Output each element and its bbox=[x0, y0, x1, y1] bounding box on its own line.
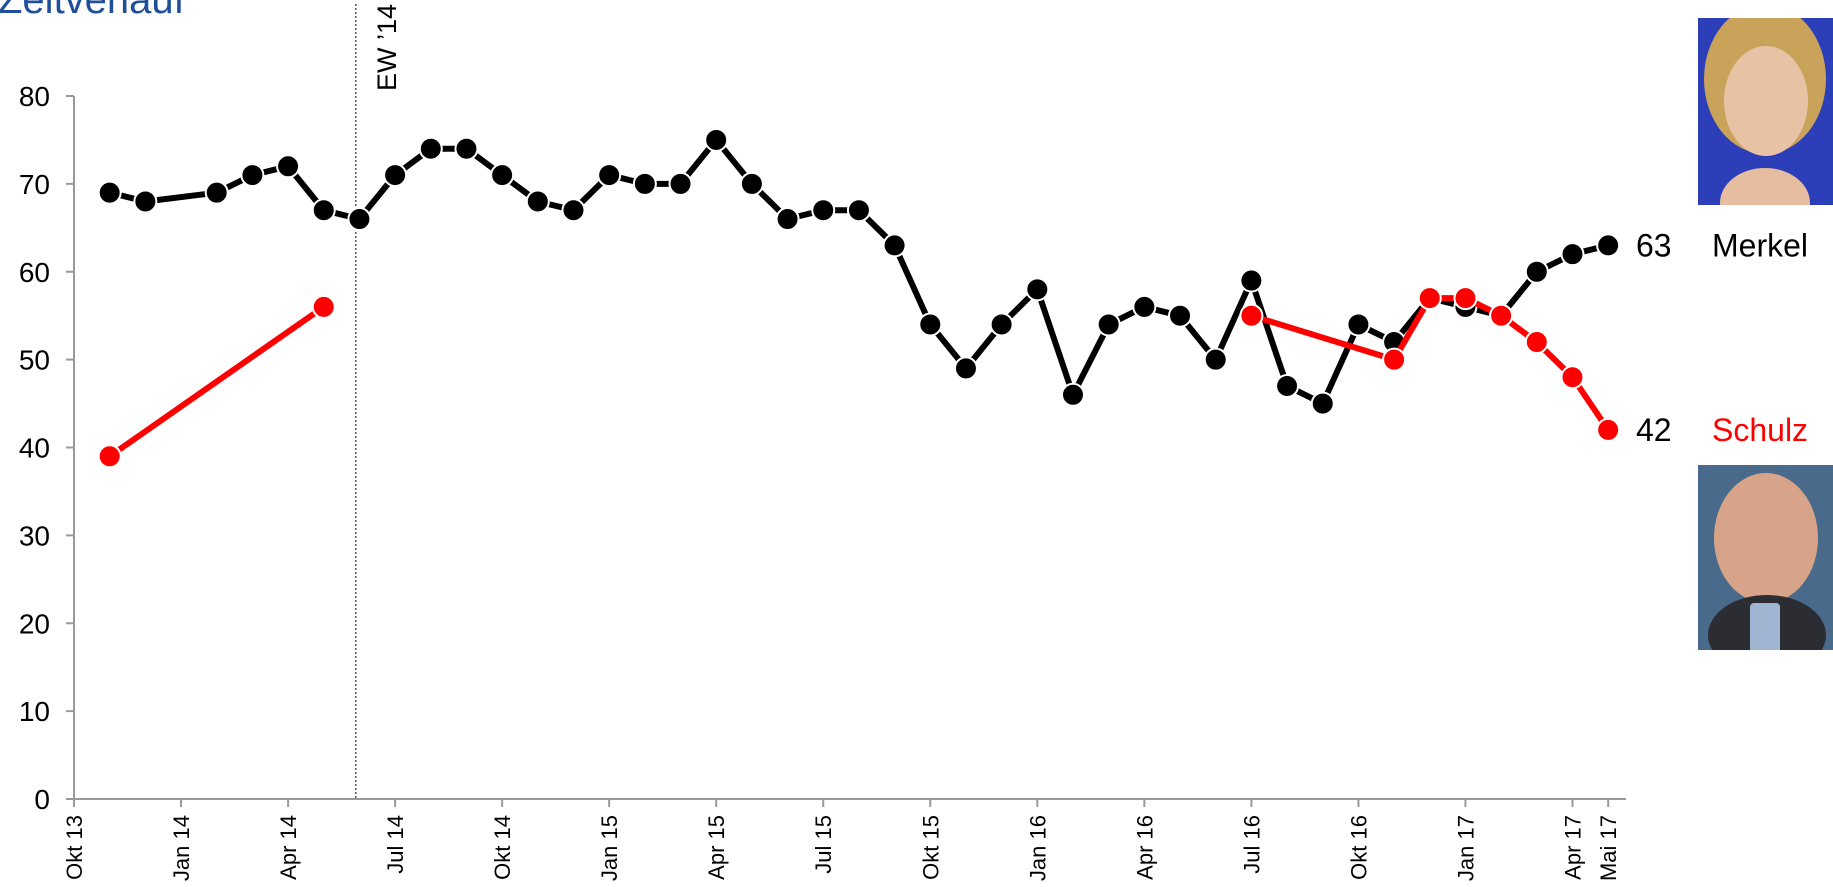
merkel-point bbox=[1168, 303, 1193, 328]
merkel-point bbox=[133, 189, 158, 214]
schulz-point bbox=[1489, 303, 1514, 328]
schulz-point bbox=[1417, 286, 1442, 311]
schulz-series-label: Schulz bbox=[1712, 412, 1808, 448]
x-tick-label: Jul 15 bbox=[811, 815, 836, 874]
merkel-point bbox=[276, 154, 301, 179]
merkel-point bbox=[1203, 347, 1228, 372]
merkel-portrait-image bbox=[1698, 18, 1833, 205]
merkel-point bbox=[525, 189, 550, 214]
x-tick-label: Okt 15 bbox=[918, 815, 943, 880]
merkel-point bbox=[739, 171, 764, 196]
y-tick-label: 70 bbox=[19, 169, 50, 200]
merkel-point bbox=[668, 171, 693, 196]
schulz-point bbox=[1239, 303, 1264, 328]
merkel-point bbox=[1560, 242, 1585, 267]
y-tick-label: 20 bbox=[19, 608, 50, 639]
y-tick-label: 60 bbox=[19, 257, 50, 288]
merkel-point bbox=[1060, 382, 1085, 407]
x-tick-label: Apr 15 bbox=[704, 815, 729, 880]
merkel-point bbox=[632, 171, 657, 196]
schulz-line-segment bbox=[107, 304, 326, 459]
schulz-point bbox=[1596, 417, 1621, 442]
chart-title: Zeitverlauf bbox=[0, 0, 185, 22]
x-tick-label: Apr 17 bbox=[1560, 815, 1585, 880]
merkel-point bbox=[846, 198, 871, 223]
annotation-label: EW ’14 bbox=[372, 4, 402, 91]
merkel-point bbox=[989, 312, 1014, 337]
x-tick-label: Okt 14 bbox=[490, 815, 515, 880]
y-tick-label: 50 bbox=[19, 345, 50, 376]
y-tick-label: 40 bbox=[19, 433, 50, 464]
y-tick-label: 10 bbox=[19, 696, 50, 727]
merkel-point bbox=[454, 136, 479, 161]
merkel-point bbox=[918, 312, 943, 337]
schulz-point bbox=[1524, 330, 1549, 355]
schulz-portrait-image bbox=[1698, 465, 1833, 650]
schulz-end-value: 42 bbox=[1636, 412, 1672, 448]
merkel-point bbox=[953, 356, 978, 381]
x-tick-label: Okt 16 bbox=[1346, 815, 1371, 880]
x-tick-label: Mai 17 bbox=[1596, 815, 1621, 881]
schulz-point bbox=[97, 444, 122, 469]
merkel-point bbox=[561, 198, 586, 223]
merkel-point bbox=[882, 233, 907, 258]
x-tick-label: Okt 13 bbox=[62, 815, 87, 880]
x-tick-label: Jan 15 bbox=[597, 815, 622, 881]
schulz-point bbox=[1453, 286, 1478, 311]
x-tick-label: Jan 14 bbox=[169, 815, 194, 881]
x-tick-label: Jan 17 bbox=[1453, 815, 1478, 881]
x-tick-label: Jan 16 bbox=[1025, 815, 1050, 881]
y-tick-label: 0 bbox=[34, 784, 50, 815]
merkel-point bbox=[1346, 312, 1371, 337]
merkel-point bbox=[490, 163, 515, 188]
y-tick-label: 80 bbox=[19, 81, 50, 112]
y-tick-label: 30 bbox=[19, 520, 50, 551]
x-tick-label: Apr 14 bbox=[276, 815, 301, 880]
merkel-point bbox=[1524, 259, 1549, 284]
merkel-point bbox=[775, 207, 800, 232]
merkel-point bbox=[1025, 277, 1050, 302]
schulz-point bbox=[1560, 365, 1585, 390]
merkel-point bbox=[311, 198, 336, 223]
x-tick-label: Jul 14 bbox=[383, 815, 408, 874]
merkel-point bbox=[597, 163, 622, 188]
merkel-point bbox=[418, 136, 443, 161]
merkel-point bbox=[383, 163, 408, 188]
merkel-point bbox=[204, 180, 229, 205]
merkel-point bbox=[347, 207, 372, 232]
schulz-line-segment bbox=[1250, 295, 1611, 432]
merkel-point bbox=[1132, 294, 1157, 319]
schulz-point bbox=[1382, 347, 1407, 372]
schulz-point bbox=[311, 294, 336, 319]
merkel-series-label: Merkel bbox=[1712, 227, 1808, 263]
merkel-point bbox=[240, 163, 265, 188]
merkel-end-value: 63 bbox=[1636, 227, 1672, 263]
merkel-point bbox=[1596, 233, 1621, 258]
merkel-point bbox=[1310, 391, 1335, 416]
x-tick-label: Jul 16 bbox=[1239, 815, 1264, 874]
merkel-point bbox=[97, 180, 122, 205]
x-tick-label: Apr 16 bbox=[1132, 815, 1157, 880]
merkel-point bbox=[1096, 312, 1121, 337]
merkel-point bbox=[811, 198, 836, 223]
merkel-point bbox=[1275, 373, 1300, 398]
merkel-point bbox=[1239, 268, 1264, 293]
merkel-point bbox=[704, 127, 729, 152]
